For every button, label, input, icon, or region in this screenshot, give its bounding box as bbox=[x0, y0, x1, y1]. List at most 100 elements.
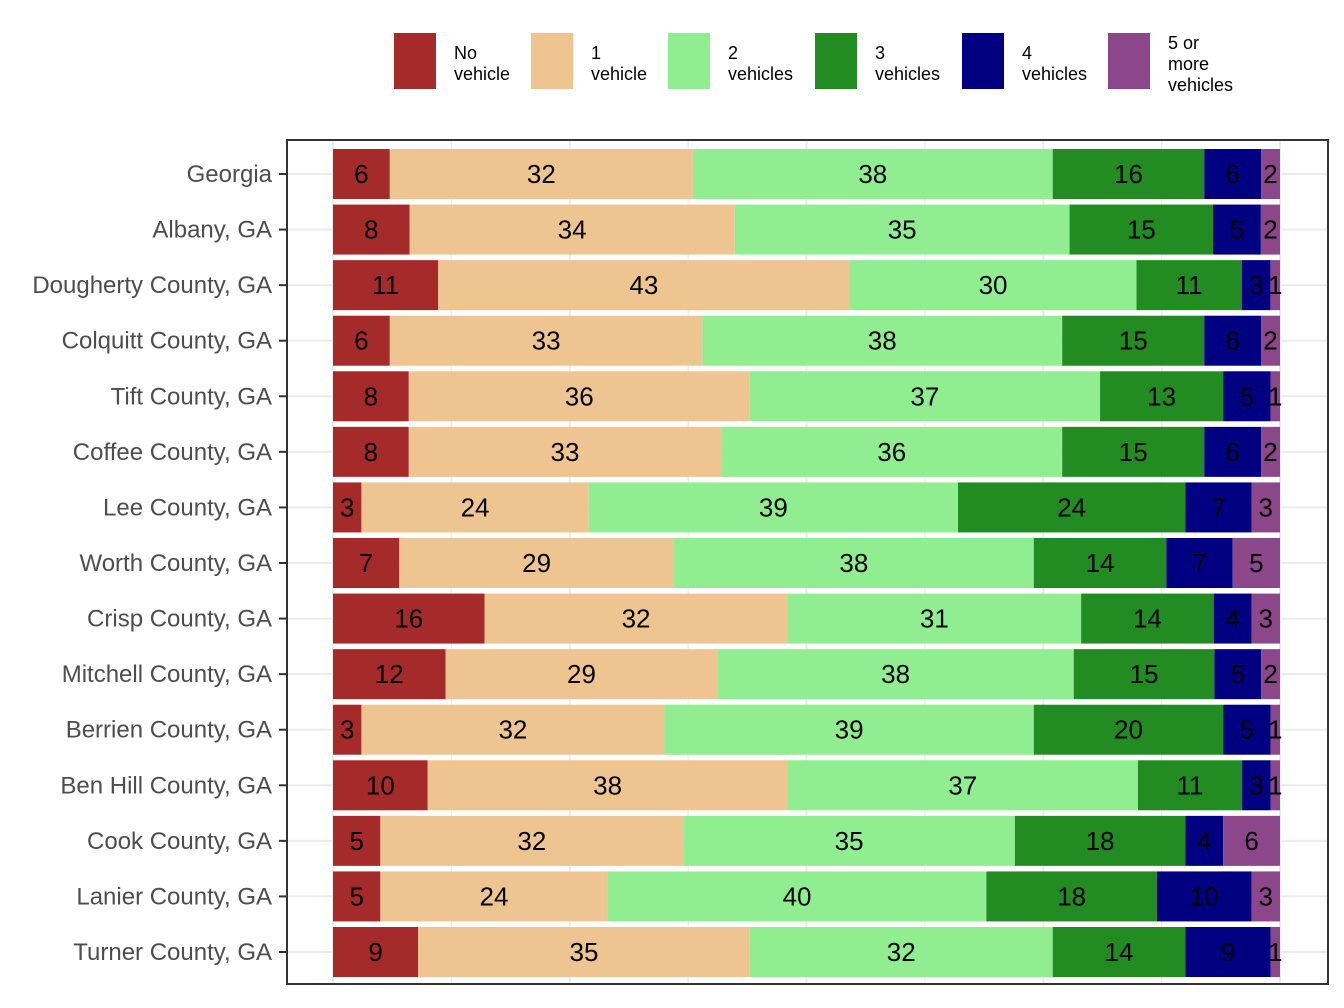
legend-label: vehicles bbox=[875, 64, 940, 84]
data-label: 5 bbox=[1240, 381, 1254, 411]
legend-swatch bbox=[962, 33, 1004, 89]
data-label: 7 bbox=[1211, 492, 1225, 522]
bar-segment bbox=[1100, 371, 1224, 422]
data-label: 4 bbox=[1197, 826, 1211, 856]
data-label: 5 bbox=[1231, 659, 1245, 689]
data-label: 16 bbox=[394, 604, 423, 634]
data-label: 38 bbox=[593, 770, 622, 800]
bar-segment bbox=[361, 482, 589, 533]
data-label: 3 bbox=[340, 492, 354, 522]
legend-label: vehicle bbox=[454, 64, 510, 84]
bar-segment bbox=[787, 760, 1138, 811]
bar-segment bbox=[1223, 704, 1271, 755]
bar-segment bbox=[1033, 704, 1224, 755]
bar-segment bbox=[683, 815, 1015, 866]
bar-segment bbox=[692, 149, 1053, 199]
data-label: 14 bbox=[1133, 604, 1162, 634]
data-label: 31 bbox=[920, 604, 949, 634]
data-label: 6 bbox=[1225, 437, 1239, 467]
data-label: 3 bbox=[1259, 881, 1273, 911]
data-label: 2 bbox=[1263, 437, 1277, 467]
data-label: 33 bbox=[532, 326, 561, 356]
data-label: 8 bbox=[364, 215, 378, 245]
legend-label: vehicles bbox=[1022, 64, 1087, 84]
data-label: 14 bbox=[1086, 548, 1115, 578]
category-label: Dougherty County, GA bbox=[32, 272, 272, 299]
data-label: 20 bbox=[1114, 715, 1143, 745]
data-label: 29 bbox=[522, 548, 551, 578]
data-label: 9 bbox=[1221, 937, 1235, 967]
bar-segment bbox=[1185, 815, 1224, 866]
data-label: 6 bbox=[1244, 826, 1258, 856]
bar-segment bbox=[333, 871, 381, 922]
bar-segment bbox=[1052, 149, 1205, 199]
bar-segment bbox=[1270, 760, 1280, 811]
bar-segment bbox=[1052, 927, 1186, 977]
legend-swatch bbox=[394, 33, 436, 89]
data-label: 3 bbox=[1249, 270, 1263, 300]
bar-segment bbox=[958, 482, 1186, 533]
legend-label: 5 or bbox=[1168, 33, 1199, 53]
legend-swatch bbox=[531, 33, 573, 89]
data-label: 7 bbox=[1192, 548, 1206, 578]
data-label: 4 bbox=[1225, 604, 1239, 634]
bar-segment bbox=[1062, 315, 1205, 366]
data-label: 36 bbox=[565, 381, 594, 411]
bar-segment bbox=[484, 593, 788, 644]
bar-segment bbox=[333, 482, 362, 533]
bar-segment bbox=[1081, 593, 1214, 644]
data-label: 39 bbox=[759, 492, 788, 522]
bar-segment bbox=[389, 315, 703, 366]
bar-segment bbox=[1261, 315, 1280, 366]
category-label: Coffee County, GA bbox=[73, 439, 272, 466]
legend-label: vehicles bbox=[728, 64, 793, 84]
bar-segment bbox=[1223, 815, 1280, 866]
bar-segment bbox=[1185, 927, 1271, 977]
category-label: Worth County, GA bbox=[79, 550, 272, 577]
bar-segment bbox=[380, 871, 608, 922]
bar-segment bbox=[1260, 204, 1280, 255]
bar-segment bbox=[1136, 260, 1242, 311]
bar-segment bbox=[333, 371, 409, 422]
bar-segment bbox=[333, 149, 390, 199]
category-label: Cook County, GA bbox=[87, 828, 272, 855]
bar-segment bbox=[1241, 260, 1271, 311]
data-label: 33 bbox=[551, 437, 580, 467]
data-label: 11 bbox=[1176, 270, 1203, 300]
data-label: 11 bbox=[1177, 770, 1204, 800]
data-label: 2 bbox=[1263, 159, 1277, 189]
bar-segment bbox=[1270, 260, 1280, 311]
category-label: Berrien County, GA bbox=[66, 717, 272, 744]
data-label: 6 bbox=[1225, 159, 1239, 189]
data-label: 37 bbox=[948, 770, 977, 800]
data-label: 2 bbox=[1263, 659, 1277, 689]
bar-segment bbox=[588, 482, 959, 533]
bar-segment bbox=[749, 371, 1101, 422]
data-label: 29 bbox=[567, 659, 596, 689]
bar-segment bbox=[333, 760, 428, 811]
data-label: 32 bbox=[527, 159, 556, 189]
data-label: 8 bbox=[364, 381, 378, 411]
data-label: 35 bbox=[835, 826, 864, 856]
bar-segment bbox=[1014, 815, 1186, 866]
data-label: 38 bbox=[868, 326, 897, 356]
data-label: 2 bbox=[1263, 326, 1277, 356]
data-label: 3 bbox=[1259, 492, 1273, 522]
bar-segment bbox=[1261, 649, 1280, 700]
data-label: 43 bbox=[629, 270, 658, 300]
data-label: 8 bbox=[364, 437, 378, 467]
data-label: 11 bbox=[372, 270, 399, 300]
bar-segment bbox=[333, 593, 485, 644]
data-label: 5 bbox=[1230, 215, 1244, 245]
bar-segment bbox=[418, 927, 750, 977]
bar-segment bbox=[849, 260, 1137, 311]
data-label: 24 bbox=[1057, 492, 1086, 522]
category-label: Lanier County, GA bbox=[76, 883, 272, 910]
bar-segment bbox=[787, 593, 1082, 644]
bar-segment bbox=[389, 149, 693, 199]
data-label: 38 bbox=[858, 159, 887, 189]
category-label: Turner County, GA bbox=[73, 939, 272, 966]
bar-segment bbox=[1062, 426, 1205, 477]
data-label: 40 bbox=[783, 881, 812, 911]
bar-segment bbox=[1261, 426, 1280, 477]
